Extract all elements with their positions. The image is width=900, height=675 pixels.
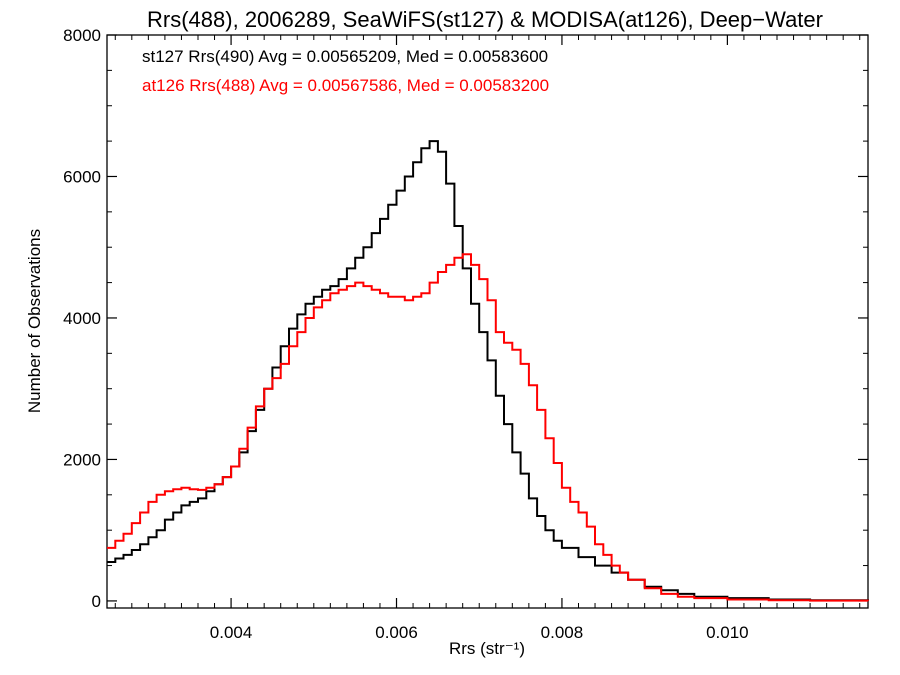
chart-title: Rrs(488), 2006289, SeaWiFS(st127) & MODI… xyxy=(147,7,823,32)
x-tick-label: 0.010 xyxy=(706,623,749,642)
series-line-st127 xyxy=(107,140,869,602)
y-tick-label: 6000 xyxy=(63,167,101,186)
y-tick-label: 0 xyxy=(92,592,101,611)
y-axis: 0 2000 4000 6000 8000 xyxy=(63,26,868,611)
x-axis: 0.004 0.006 0.008 0.010 xyxy=(114,35,861,642)
y-tick-label: 8000 xyxy=(63,26,101,45)
y-tick-label: 4000 xyxy=(63,309,101,328)
series-lines xyxy=(107,140,869,602)
legend-entry-st127: st127 Rrs(490) Avg = 0.00565209, Med = 0… xyxy=(142,47,548,66)
plot-frame xyxy=(106,34,869,609)
series-line-at126 xyxy=(107,253,869,602)
x-tick-label: 0.008 xyxy=(541,623,584,642)
legend-entry-at126: at126 Rrs(488) Avg = 0.00567586, Med = 0… xyxy=(142,76,549,95)
y-axis-label: Number of Observations xyxy=(25,229,44,413)
x-tick-label: 0.006 xyxy=(375,623,418,642)
y-tick-label: 2000 xyxy=(63,450,101,469)
x-tick-label: 0.004 xyxy=(210,623,253,642)
x-axis-label: Rrs (str⁻¹) xyxy=(449,639,525,658)
